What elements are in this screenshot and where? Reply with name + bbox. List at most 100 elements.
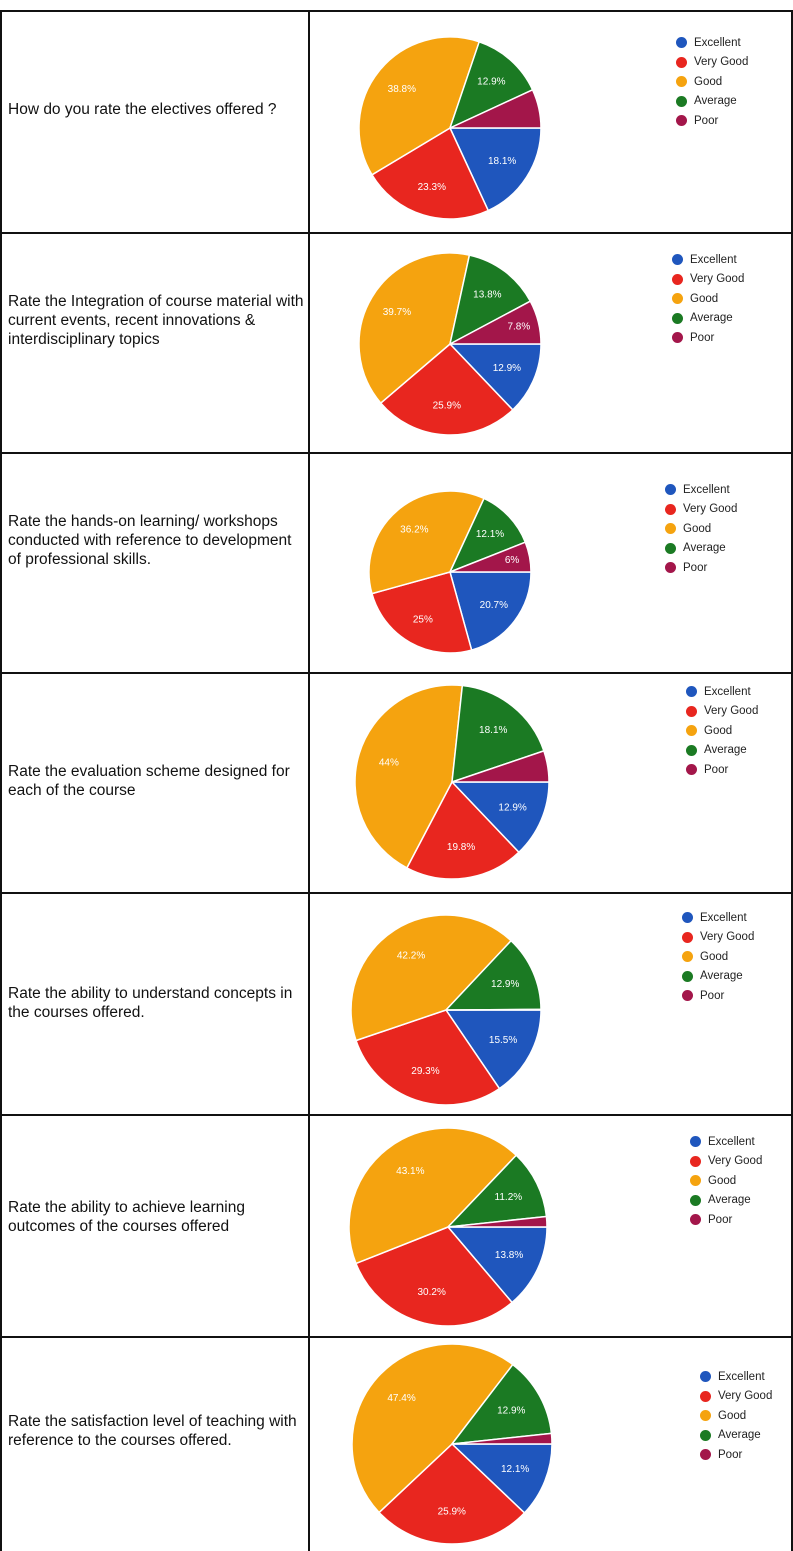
pie-slice-poor <box>449 89 542 129</box>
slice-data-label: 12.1% <box>476 529 504 540</box>
legend-label: Excellent <box>694 36 741 49</box>
slice-data-label: 12.9% <box>498 803 526 814</box>
question-text: Rate the hands-on learning/ workshops co… <box>8 513 292 568</box>
pie-slice-very-good <box>355 1226 513 1327</box>
legend-marker-icon <box>672 273 683 285</box>
legend-marker-icon <box>672 293 683 305</box>
legend-marker-icon <box>686 686 697 698</box>
legend-item: Very Good <box>690 1152 762 1172</box>
legend-item: Good <box>700 1406 772 1426</box>
legend-item: Poor <box>672 328 744 348</box>
pie-slice-very-good <box>380 343 514 436</box>
legend-label: Good <box>683 522 712 535</box>
slice-data-label: 25.9% <box>433 400 461 411</box>
legend-marker-icon <box>665 484 676 496</box>
legend-label: Average <box>700 970 743 983</box>
chart-legend: Excellent Very Good Good Average Poor <box>700 1367 772 1465</box>
legend-label: Good <box>700 950 729 963</box>
chart-legend: Excellent Very Good Good Average Poor <box>665 480 737 578</box>
slice-data-label: 11.2% <box>495 1192 523 1203</box>
slice-data-label: 18.1% <box>479 725 507 736</box>
legend-item: Excellent <box>700 1367 772 1387</box>
legend-item: Average <box>686 741 758 761</box>
legend-item: Excellent <box>686 682 758 702</box>
legend-label: Good <box>718 1409 747 1422</box>
legend-marker-icon <box>676 37 687 49</box>
slice-data-label: 19.8% <box>447 842 475 853</box>
legend-item: Excellent <box>690 1132 762 1152</box>
legend-item: Average <box>690 1191 762 1211</box>
legend-item: Average <box>672 309 744 329</box>
pie-chart: 18.1% 23.3% 38.8% 12.9% <box>358 36 542 220</box>
pie-slice-excellent <box>449 127 542 212</box>
pie-slice-very-good <box>406 781 520 880</box>
pie-slice-very-good <box>371 127 489 220</box>
slice-data-label: 43.1% <box>396 1166 424 1177</box>
legend-label: Poor <box>718 1448 743 1461</box>
legend-marker-icon <box>682 990 693 1002</box>
slice-data-label: 7.8% <box>507 321 530 332</box>
legend-item: Good <box>686 721 758 741</box>
question-text: Rate the ability to understand concepts … <box>8 985 293 1021</box>
pie-chart: 13.8% 30.2% 43.1% 11.2% <box>348 1127 548 1327</box>
legend-marker-icon <box>672 312 683 324</box>
legend-item: Good <box>682 947 754 967</box>
legend-label: Excellent <box>690 253 737 266</box>
legend-marker-icon <box>682 970 693 982</box>
legend-item: Very Good <box>676 53 748 73</box>
slice-data-label: 6% <box>505 555 520 566</box>
legend-item: Good <box>672 289 744 309</box>
legend-marker-icon <box>665 542 676 554</box>
legend-label: Average <box>690 312 733 325</box>
chart-legend: Excellent Very Good Good Average Poor <box>690 1132 762 1230</box>
question-text: Rate the ability to achieve learning out… <box>8 1199 245 1235</box>
legend-label: Good <box>690 292 719 305</box>
chart-legend: Excellent Very Good Good Average Poor <box>676 33 748 131</box>
legend-marker-icon <box>690 1155 701 1167</box>
legend-item: Average <box>682 967 754 987</box>
legend-label: Very Good <box>690 273 745 286</box>
legend-label: Excellent <box>708 1135 755 1148</box>
pie-slice-poor <box>445 1008 542 1011</box>
slice-data-label: 13.8% <box>495 1250 523 1261</box>
legend-label: Poor <box>700 989 725 1002</box>
row-divider <box>0 892 793 894</box>
slice-data-label: 38.8% <box>388 84 416 95</box>
question-text: Rate the satisfaction level of teaching … <box>8 1413 297 1449</box>
legend-item: Poor <box>682 986 754 1006</box>
legend-marker-icon <box>672 254 683 266</box>
slice-data-label: 15.5% <box>489 1035 517 1046</box>
row-divider <box>0 452 793 454</box>
legend-label: Very Good <box>700 931 755 944</box>
legend-label: Very Good <box>718 1390 773 1403</box>
pie-slice-excellent <box>449 571 532 651</box>
table-border-left <box>0 10 2 1551</box>
pie-slice-average <box>449 254 532 345</box>
legend-item: Poor <box>665 558 737 578</box>
legend-item: Excellent <box>676 33 748 53</box>
legend-marker-icon <box>700 1429 711 1441</box>
legend-marker-icon <box>682 912 693 924</box>
slice-data-label: 13.8% <box>473 289 501 300</box>
pie-slice-average <box>451 1363 553 1445</box>
slice-data-label: 12.9% <box>491 979 519 990</box>
pie-chart: 20.7% 25% 36.2% 12.1% 6% <box>368 490 532 654</box>
slice-data-label: 36.2% <box>400 525 428 536</box>
legend-item: Excellent <box>672 250 744 270</box>
slice-data-label: 23.3% <box>418 182 446 193</box>
legend-label: Poor <box>690 331 715 344</box>
pie-slice-poor <box>451 1432 553 1445</box>
legend-marker-icon <box>665 523 676 535</box>
chart-legend: Excellent Very Good Good Average Poor <box>672 250 744 348</box>
pie-slice-good <box>358 36 480 176</box>
legend-marker-icon <box>690 1136 701 1148</box>
slice-data-label: 42.2% <box>397 950 425 961</box>
legend-item: Excellent <box>665 480 737 500</box>
legend-label: Very Good <box>708 1155 763 1168</box>
slice-data-label: 30.2% <box>417 1287 445 1298</box>
legend-marker-icon <box>700 1449 711 1461</box>
slice-data-label: 39.7% <box>383 307 411 318</box>
row-divider <box>0 232 793 234</box>
row-divider <box>0 672 793 674</box>
slice-data-label: 12.9% <box>493 363 521 374</box>
